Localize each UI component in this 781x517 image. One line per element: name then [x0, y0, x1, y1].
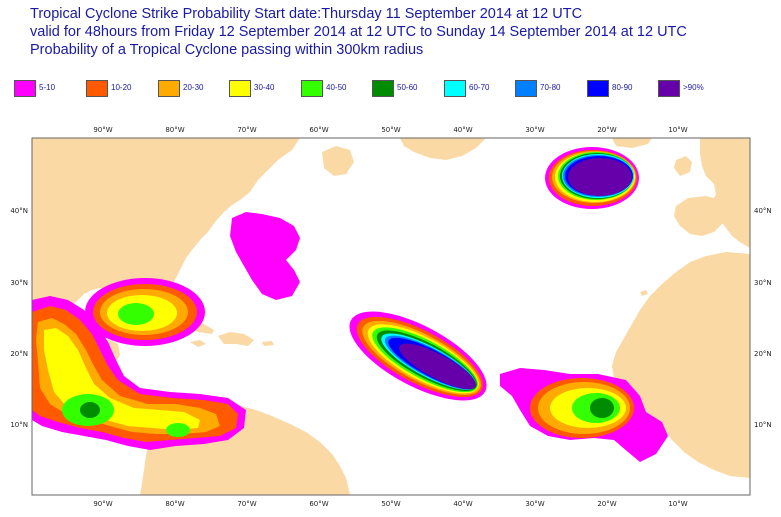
lat-tick-right: 30°N — [754, 279, 772, 287]
lon-tick-bottom: 80°W — [165, 500, 184, 508]
system-cape-verde — [500, 368, 668, 462]
legend-swatch — [14, 80, 36, 97]
lon-tick-bottom: 10°W — [668, 500, 687, 508]
system-central-atlantic — [349, 311, 487, 401]
lat-tick-right: 10°N — [754, 421, 772, 429]
lon-tick-bottom: 70°W — [237, 500, 256, 508]
lat-tick-left: 30°N — [10, 279, 28, 287]
legend-label: 80-90 — [612, 83, 633, 92]
legend-swatch — [515, 80, 537, 97]
region-bermuda-5-10 — [230, 212, 300, 300]
legend-swatch — [158, 80, 180, 97]
lon-tick-top: 80°W — [165, 126, 184, 134]
land-greenland — [400, 138, 486, 160]
lon-tick-top: 30°W — [525, 126, 544, 134]
land-north-america — [32, 138, 300, 400]
lon-tick-top: 70°W — [237, 126, 256, 134]
legend-label: 30-40 — [254, 83, 275, 92]
land-iberia — [674, 196, 730, 236]
title-line-2: valid for 48hours from Friday 12 Septemb… — [30, 24, 687, 40]
legend-swatch — [587, 80, 609, 97]
legend-swatch — [301, 80, 323, 97]
lat-tick-left: 20°N — [10, 350, 28, 358]
lat-tick-left: 40°N — [10, 207, 28, 215]
legend-label: 10-20 — [111, 83, 132, 92]
lat-tick-left: 10°N — [10, 421, 28, 429]
lon-tick-top: 20°W — [597, 126, 616, 134]
region-azores-90 — [568, 158, 632, 196]
region-carib-east-40-50 — [166, 423, 190, 437]
legend-label: 50-60 — [397, 83, 418, 92]
legend-swatch — [372, 80, 394, 97]
lat-tick-labels: 10°N 20°N 30°N 40°N 10°N 20°N 30°N 40°N — [10, 207, 771, 429]
lon-tick-top: 10°W — [668, 126, 687, 134]
land-canary-islands — [640, 290, 648, 296]
legend-label: 40-50 — [326, 83, 347, 92]
lon-tick-bottom: 50°W — [381, 500, 400, 508]
lat-tick-right: 40°N — [754, 207, 772, 215]
legend-label: >90% — [683, 83, 704, 92]
legend-label: 70-80 — [540, 83, 561, 92]
lon-tick-labels: 90°W 80°W 70°W 60°W 50°W 40°W 30°W 20°W … — [93, 126, 687, 508]
legend-swatch — [444, 80, 466, 97]
lon-tick-bottom: 60°W — [309, 500, 328, 508]
system-gulf — [85, 278, 205, 346]
title-line-3: Probability of a Tropical Cyclone passin… — [30, 42, 424, 58]
land-africa — [612, 252, 750, 478]
probability-layer — [32, 147, 668, 462]
legend-swatch — [86, 80, 108, 97]
title-line-1: Tropical Cyclone Strike Probability Star… — [30, 6, 583, 22]
lon-tick-bottom: 30°W — [525, 500, 544, 508]
system-azores — [545, 147, 639, 209]
map-frame — [31, 137, 751, 496]
land-jamaica — [190, 340, 206, 347]
lat-tick-right: 20°N — [754, 350, 772, 358]
land-iceland — [612, 138, 652, 148]
lon-tick-bottom: 90°W — [93, 500, 112, 508]
lon-tick-top: 60°W — [309, 126, 328, 134]
legend-label: 20-30 — [183, 83, 204, 92]
legend-swatch — [229, 80, 251, 97]
lon-tick-bottom: 20°W — [597, 500, 616, 508]
region-atl-90 — [399, 343, 476, 390]
system-caribbean — [32, 296, 246, 450]
land-europe — [700, 138, 750, 248]
lon-tick-top: 50°W — [381, 126, 400, 134]
land-ireland — [674, 156, 692, 176]
legend-label: 60-70 — [469, 83, 490, 92]
lon-tick-bottom: 40°W — [453, 500, 472, 508]
region-gulf-40-50 — [118, 303, 154, 325]
land-hispaniola — [218, 332, 254, 346]
land-puerto-rico — [262, 341, 274, 346]
legend-swatch — [658, 80, 680, 97]
lon-tick-top: 90°W — [93, 126, 112, 134]
legend-label: 5-10 — [39, 83, 56, 92]
region-cv-50-60 — [590, 398, 614, 418]
region-carib-50-60 — [80, 402, 100, 418]
lon-tick-top: 40°W — [453, 126, 472, 134]
land-newfoundland — [322, 146, 354, 176]
